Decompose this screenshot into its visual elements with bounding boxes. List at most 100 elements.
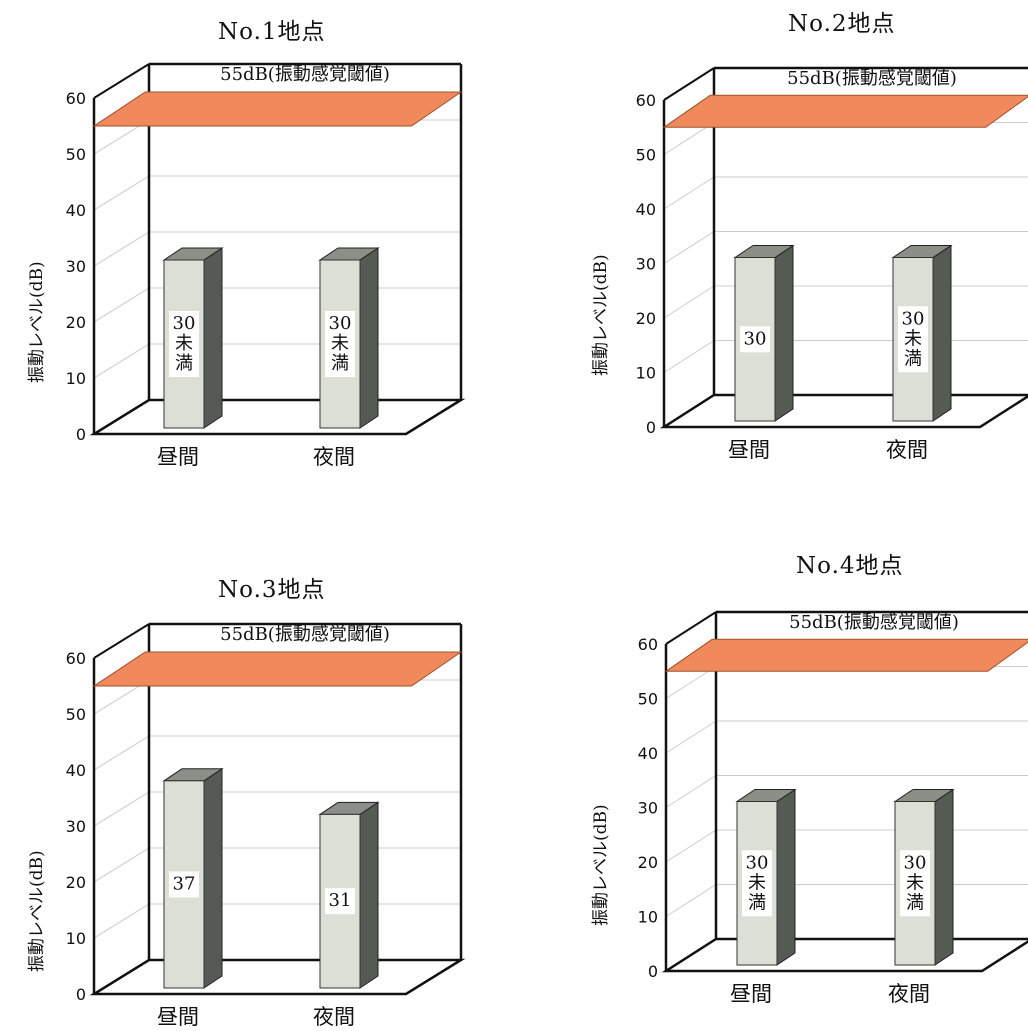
grid-line bbox=[663, 231, 715, 264]
x-category-label: 昼間 bbox=[157, 445, 199, 469]
threshold-plane bbox=[92, 651, 463, 687]
grid-line bbox=[93, 175, 150, 211]
y-tick-label: 40 bbox=[66, 761, 86, 780]
chart-panel-2: No.2地点 振動レベル(dB) 0 10 20 30 40 50 60 55dB(振動感覚閾… bbox=[514, 0, 1028, 515]
left-wall-top-edge bbox=[93, 63, 150, 99]
bar-label-bg bbox=[325, 311, 355, 377]
bar-label-bg bbox=[325, 888, 355, 915]
chart-panel-4: No.4地点 振動レベル(dB) 0 10 20 30 40 50 60 55dB(振動感覚閾… bbox=[514, 516, 1028, 1031]
bar-side bbox=[203, 247, 223, 429]
left-wall-top-edge bbox=[665, 611, 717, 645]
chart-floor bbox=[659, 393, 1028, 429]
grid-line bbox=[665, 720, 717, 754]
y-tick-label: 20 bbox=[66, 873, 86, 892]
left-wall-top-edge bbox=[663, 67, 715, 101]
grid-line bbox=[665, 884, 717, 917]
grid-line bbox=[665, 775, 717, 808]
y-tick-label: 10 bbox=[638, 908, 658, 927]
bar-1: 30 未満 bbox=[735, 788, 797, 966]
grid-line bbox=[93, 231, 150, 267]
grid-line bbox=[665, 666, 717, 699]
y-tick-label: 0 bbox=[648, 962, 658, 981]
chart-title: No.4地点 bbox=[796, 553, 904, 579]
bar-label-bg bbox=[169, 871, 199, 898]
chart-panel-3: No.3地点 振動レベル(dB) 0 10 20 30 40 50 60 55dB(振動感覚閾… bbox=[0, 516, 514, 1031]
bar-side bbox=[774, 244, 794, 422]
y-tick-label: 60 bbox=[66, 89, 86, 108]
y-tick-label: 40 bbox=[66, 201, 86, 220]
threshold-plane bbox=[92, 91, 463, 127]
y-tick-label: 30 bbox=[66, 817, 86, 836]
bar-1: 37 bbox=[162, 767, 224, 989]
bar-1: 30 未満 bbox=[162, 247, 224, 429]
y-tick-label: 0 bbox=[76, 985, 86, 1004]
y-tick-label: 30 bbox=[638, 799, 658, 818]
bar-value-label: 30 未満 bbox=[902, 308, 925, 369]
grid-line bbox=[93, 903, 150, 939]
y-tick-label: 20 bbox=[66, 313, 86, 332]
threshold-plane bbox=[662, 94, 1028, 128]
bar-label-bg bbox=[742, 850, 772, 917]
chart-floor bbox=[661, 937, 1028, 973]
x-category-label: 夜間 bbox=[313, 445, 355, 469]
x-category-label: 昼間 bbox=[730, 982, 772, 1006]
y-tick-label: 10 bbox=[66, 929, 86, 948]
threshold-label: 55dB(振動感覚閾値) bbox=[220, 64, 390, 85]
bar-2: 30 未満 bbox=[318, 247, 380, 429]
y-tick-label: 50 bbox=[66, 145, 86, 164]
grid-line bbox=[663, 285, 715, 319]
grid-line bbox=[93, 735, 150, 771]
y-tick-label: 20 bbox=[636, 309, 656, 328]
grid-line bbox=[665, 829, 717, 863]
bar-1: 30 bbox=[733, 244, 795, 422]
chart-title: No.2地点 bbox=[788, 11, 896, 37]
bar-2: 30 未満 bbox=[893, 788, 955, 966]
y-tick-label: 40 bbox=[638, 744, 658, 763]
bar-2: 31 bbox=[318, 801, 380, 989]
y-tick-label: 20 bbox=[638, 853, 658, 872]
x-category-label: 夜間 bbox=[313, 1005, 355, 1029]
grid-line bbox=[93, 343, 150, 379]
left-wall-top-edge bbox=[93, 623, 150, 659]
bar-label-bg bbox=[169, 311, 199, 377]
bar-2: 30 未満 bbox=[891, 244, 953, 422]
bar-value-label: 30 未満 bbox=[746, 852, 769, 913]
chart-title: No.1地点 bbox=[218, 19, 326, 45]
y-tick-label: 10 bbox=[66, 369, 86, 388]
threshold-plane bbox=[664, 638, 1028, 672]
threshold-label: 55dB(振動感覚閾値) bbox=[220, 624, 390, 645]
y-tick-label: 50 bbox=[638, 690, 658, 709]
x-category-label: 昼間 bbox=[728, 438, 770, 462]
bar-side bbox=[359, 247, 379, 429]
bar-value-label: 30 未満 bbox=[173, 313, 196, 374]
y-tick-label: 60 bbox=[638, 635, 658, 654]
y-tick-label: 0 bbox=[646, 418, 656, 437]
y-tick-label: 60 bbox=[636, 91, 656, 110]
grid-line bbox=[93, 847, 150, 883]
bar-side bbox=[776, 788, 796, 966]
bar-side bbox=[359, 801, 379, 989]
y-tick-label: 60 bbox=[66, 649, 86, 668]
bar-value-label: 37 bbox=[173, 873, 196, 894]
bar-label-bg bbox=[898, 306, 928, 373]
x-category-label: 夜間 bbox=[886, 438, 928, 462]
chart-svg: 0 10 20 30 40 50 60 55dB(振動感覚閾値) 37 昼間 31 夜間 bbox=[66, 622, 466, 1029]
y-tick-label: 40 bbox=[636, 200, 656, 219]
bar-value-label: 30 未満 bbox=[329, 313, 352, 374]
grid-line bbox=[93, 287, 150, 323]
x-category-label: 昼間 bbox=[157, 1005, 199, 1029]
bar-side bbox=[203, 767, 223, 989]
y-tick-label: 30 bbox=[636, 255, 656, 274]
chart-floor bbox=[89, 958, 466, 996]
grid-line bbox=[93, 791, 150, 827]
x-category-label: 夜間 bbox=[888, 982, 930, 1006]
threshold-label: 55dB(振動感覚閾値) bbox=[787, 68, 957, 89]
bar-value-label: 31 bbox=[329, 890, 352, 911]
chart-floor bbox=[89, 398, 466, 436]
bar-label-bg bbox=[900, 850, 930, 917]
grid-line bbox=[663, 176, 715, 210]
grid-line bbox=[663, 340, 715, 373]
y-tick-label: 50 bbox=[636, 146, 656, 165]
